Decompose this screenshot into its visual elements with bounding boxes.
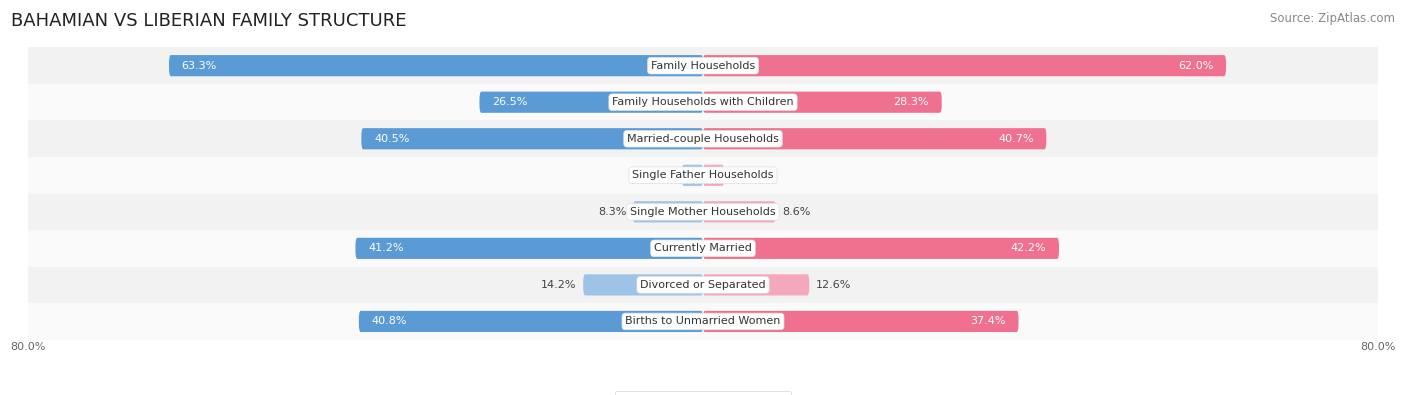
FancyBboxPatch shape	[682, 165, 703, 186]
Text: 2.5%: 2.5%	[731, 170, 759, 180]
Text: 28.3%: 28.3%	[894, 97, 929, 107]
FancyBboxPatch shape	[583, 274, 703, 295]
Bar	[28, 194, 1378, 230]
Text: 14.2%: 14.2%	[541, 280, 576, 290]
FancyBboxPatch shape	[703, 55, 1226, 76]
Text: 26.5%: 26.5%	[492, 97, 527, 107]
Text: 12.6%: 12.6%	[815, 280, 852, 290]
FancyBboxPatch shape	[703, 128, 1046, 149]
Text: 40.8%: 40.8%	[371, 316, 406, 326]
FancyBboxPatch shape	[703, 201, 776, 222]
Text: Family Households: Family Households	[651, 61, 755, 71]
Text: 37.4%: 37.4%	[970, 316, 1005, 326]
Text: 40.5%: 40.5%	[374, 134, 409, 144]
Text: 8.6%: 8.6%	[782, 207, 811, 217]
FancyBboxPatch shape	[169, 55, 703, 76]
Text: BAHAMIAN VS LIBERIAN FAMILY STRUCTURE: BAHAMIAN VS LIBERIAN FAMILY STRUCTURE	[11, 12, 406, 30]
Text: Divorced or Separated: Divorced or Separated	[640, 280, 766, 290]
Legend: Bahamian, Liberian: Bahamian, Liberian	[614, 391, 792, 395]
Bar	[28, 267, 1378, 303]
Text: 63.3%: 63.3%	[181, 61, 217, 71]
Text: 42.2%: 42.2%	[1011, 243, 1046, 253]
Text: 62.0%: 62.0%	[1178, 61, 1213, 71]
FancyBboxPatch shape	[356, 238, 703, 259]
Text: Births to Unmarried Women: Births to Unmarried Women	[626, 316, 780, 326]
FancyBboxPatch shape	[703, 92, 942, 113]
FancyBboxPatch shape	[479, 92, 703, 113]
Text: Currently Married: Currently Married	[654, 243, 752, 253]
Bar	[28, 230, 1378, 267]
Text: Family Households with Children: Family Households with Children	[612, 97, 794, 107]
Text: Source: ZipAtlas.com: Source: ZipAtlas.com	[1270, 12, 1395, 25]
Text: 40.7%: 40.7%	[998, 134, 1033, 144]
Bar	[28, 120, 1378, 157]
Text: 2.5%: 2.5%	[647, 170, 675, 180]
Bar	[28, 303, 1378, 340]
Bar	[28, 84, 1378, 120]
Text: Single Mother Households: Single Mother Households	[630, 207, 776, 217]
FancyBboxPatch shape	[703, 311, 1018, 332]
Text: Single Father Households: Single Father Households	[633, 170, 773, 180]
Bar	[28, 47, 1378, 84]
FancyBboxPatch shape	[361, 128, 703, 149]
FancyBboxPatch shape	[359, 311, 703, 332]
FancyBboxPatch shape	[703, 274, 810, 295]
Text: 8.3%: 8.3%	[598, 207, 626, 217]
FancyBboxPatch shape	[633, 201, 703, 222]
Bar	[28, 157, 1378, 194]
FancyBboxPatch shape	[703, 165, 724, 186]
FancyBboxPatch shape	[703, 238, 1059, 259]
Text: 41.2%: 41.2%	[368, 243, 404, 253]
Text: Married-couple Households: Married-couple Households	[627, 134, 779, 144]
